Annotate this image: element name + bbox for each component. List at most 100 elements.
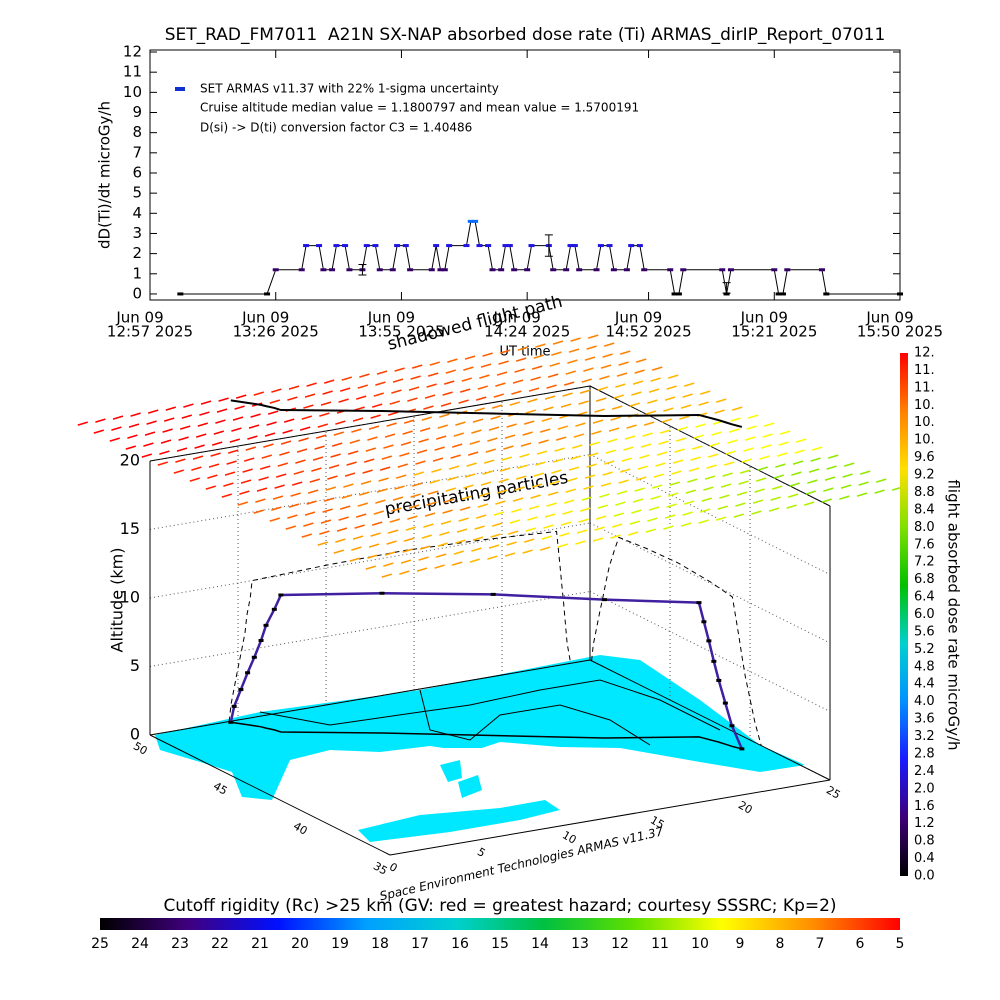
legend-label: SET ARMAS v11.37 with 22% 1-sigma uncert… [200,82,499,96]
rigidity-dash [293,470,305,475]
rigidity-dash [779,430,791,435]
rigidity-dash [325,486,337,491]
rigidity-dash [615,383,626,388]
rigidity-dash [619,350,631,355]
rigidity-dash [427,490,439,495]
rigidity-dash [439,413,450,418]
rigidity-dash [659,429,671,434]
y-tick-label: 9 [132,103,142,121]
rigidity-dash [527,398,538,403]
rigidity-dash [563,381,575,386]
rigidity-dash [631,391,642,396]
rigidity-dash [552,458,564,463]
flight-path [229,592,743,750]
rigidity-dash [143,442,154,447]
rigidity-dash [299,426,311,431]
colorbar-tick-label: 12. [914,346,935,361]
rigidity-dash [634,369,645,374]
data-point [489,268,496,272]
rigidity-dash [349,557,361,562]
colorbar-tick-label: 1.2 [914,816,935,831]
rigidity-dash [439,531,450,536]
rigidity-dash [715,516,727,521]
rigidity-dash [290,492,301,497]
rigidity-dash [738,480,749,485]
rigidity-dash [507,530,519,535]
rigidity-dash [565,488,577,493]
rigidity-dash [423,523,434,528]
rigidity-dash [253,509,265,514]
rigidity-dash [509,401,521,406]
rigidity-dash [496,489,508,494]
rigidity-dash [509,519,521,524]
rigidity-dash [664,514,676,519]
data-point [610,268,617,272]
y-tick-label: 0 [132,284,142,302]
rigidity-dash [391,389,402,394]
rigidity-dash [642,432,653,437]
rigidity-dash [442,391,453,396]
rigidity-dash [805,490,817,495]
track-point [601,598,607,602]
rigidity-dash [488,544,500,549]
y-tick-label: 8 [132,123,142,141]
rigidity-dash [600,482,612,487]
rigidity-dash [586,345,597,350]
rigidity-dash [539,546,551,551]
rigidity-dash [480,481,492,486]
rigidity-dash [687,478,698,483]
rigidity-dash [786,504,797,509]
colorbar-tick-label: 8.4 [914,502,935,517]
rigidity-dash [176,447,188,452]
rigidity-dash [424,394,436,399]
wall-projection [228,530,572,722]
rigidity-dash [424,512,436,517]
data-point [550,268,557,272]
y-tick-label: 4 [132,204,142,222]
rigidity-dash [314,445,325,450]
rigidity-dash [778,441,789,446]
rigidity-dash [565,370,577,375]
rigidity-dash [495,500,506,505]
rigidity-dash [695,423,706,428]
rigidity-dash [320,519,332,524]
rigidity-dash [611,405,623,410]
colorbar-tick-label: 12 [611,936,629,952]
rigidity-dash [757,466,769,471]
rigidity-dash [429,361,441,366]
rigidity-dash [650,495,661,500]
rigidity-dash [535,461,546,466]
rigidity-dash [373,510,385,515]
rigidity-dash [549,480,561,485]
rigidity-dash [531,365,543,370]
data-point [576,268,583,272]
rigidity-dash [842,473,853,478]
rigidity-dash [706,464,717,469]
data-point [372,244,379,248]
rigidity-dash [607,438,618,443]
rigidity-dash [762,433,773,438]
rigidity-dash [394,485,405,490]
colorbar-tick-label: 7 [816,936,825,952]
rigidity-dash [538,439,549,444]
rigidity-dash [743,447,754,452]
colorbar-tick-label: 6.8 [914,572,935,587]
rigidity-dash [664,396,676,401]
rigidity-dash [375,499,386,504]
box-edge [149,385,591,462]
rigidity-cell [333,419,479,468]
rigidity-dash [768,507,780,512]
rigidity-dash [541,535,553,540]
data-point [394,244,401,248]
rigidity-dash [595,397,607,402]
rigidity-dash [303,404,314,409]
data-point [316,244,323,248]
rigidity-dash [231,427,242,432]
rigidity-cell [597,374,743,423]
rigidity-dash [403,419,415,424]
rigidity-cell [501,444,647,493]
rigidity-dash [466,462,477,467]
rigidity-dash [274,484,285,489]
rigidity-dash [602,353,613,358]
rigidity-dash [229,438,241,443]
